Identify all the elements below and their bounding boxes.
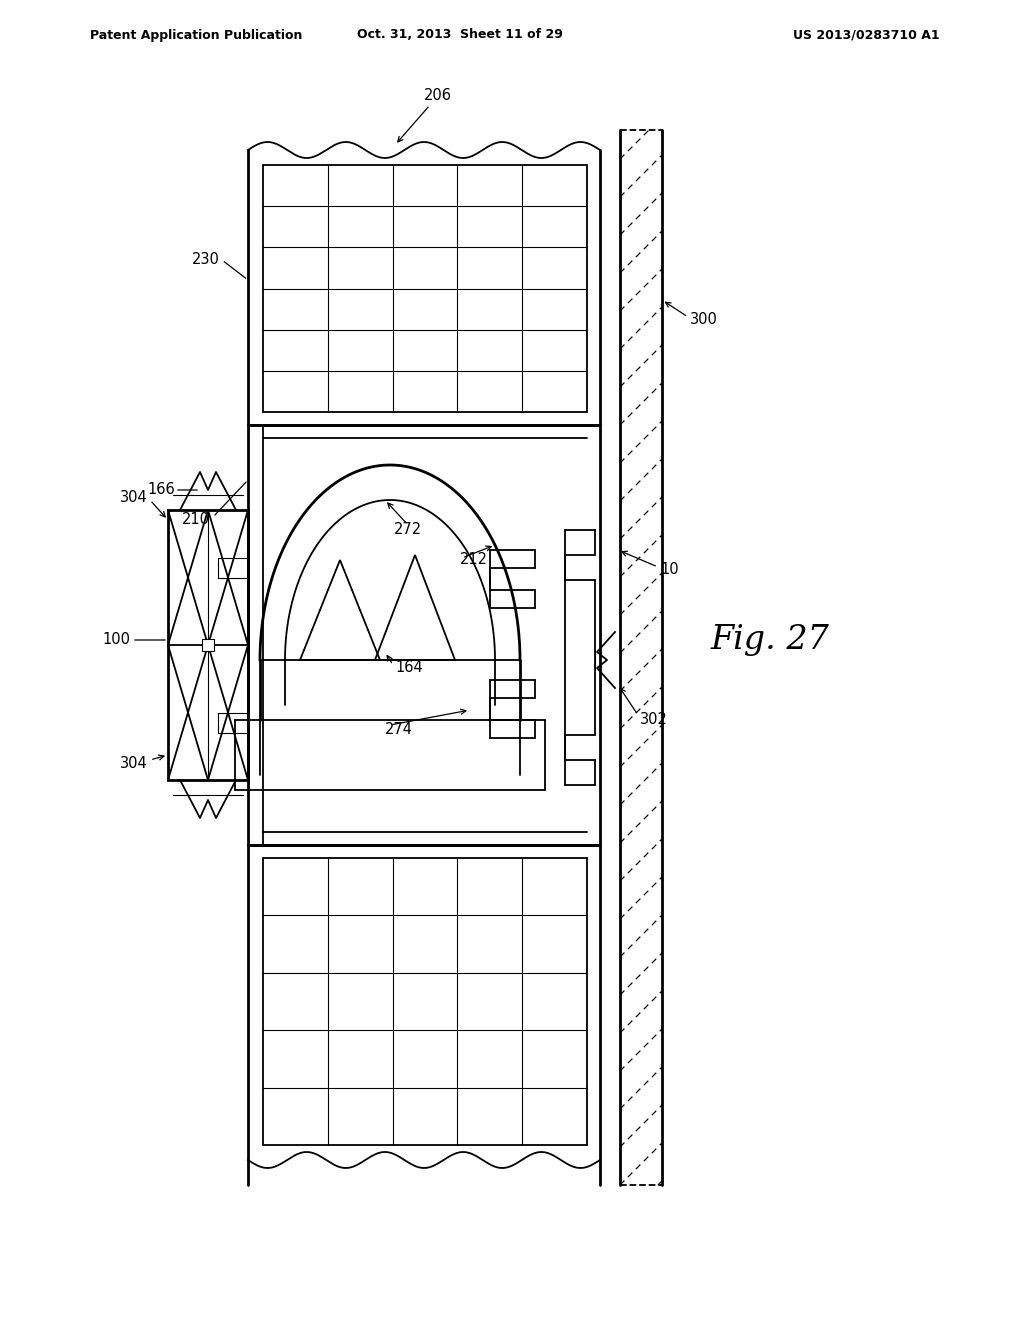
Text: 302: 302	[640, 713, 668, 727]
Text: 272: 272	[394, 523, 422, 537]
Text: 304: 304	[120, 755, 148, 771]
Text: 10: 10	[660, 562, 679, 578]
Text: Fig. 27: Fig. 27	[711, 624, 829, 656]
Bar	[202, 639, 214, 651]
Text: 164: 164	[395, 660, 423, 676]
Text: 206: 206	[424, 87, 452, 103]
Text: 212: 212	[460, 553, 488, 568]
Text: 274: 274	[385, 722, 413, 738]
Bar	[263, 165, 587, 412]
Text: 166: 166	[147, 483, 175, 498]
Text: 304: 304	[120, 491, 148, 506]
Bar	[263, 858, 587, 1144]
Bar	[168, 510, 248, 780]
Text: 300: 300	[690, 313, 718, 327]
Text: 210: 210	[182, 512, 210, 528]
Text: 100: 100	[102, 632, 130, 648]
Text: 230: 230	[193, 252, 220, 268]
Text: Patent Application Publication: Patent Application Publication	[90, 29, 302, 41]
Text: Oct. 31, 2013  Sheet 11 of 29: Oct. 31, 2013 Sheet 11 of 29	[357, 29, 563, 41]
Text: US 2013/0283710 A1: US 2013/0283710 A1	[794, 29, 940, 41]
